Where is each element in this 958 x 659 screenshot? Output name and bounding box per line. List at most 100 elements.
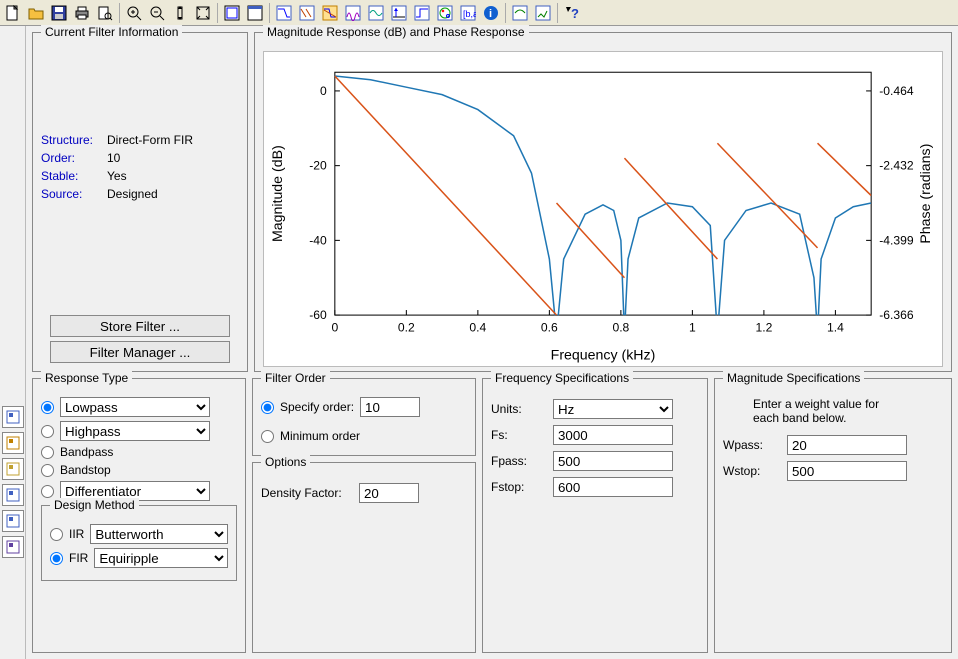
mag-label: Wpass: xyxy=(723,438,779,452)
response-type-panel: Response Type LowpassHighpassBandpassBan… xyxy=(32,378,246,653)
resp-highpass-radio[interactable] xyxy=(41,425,54,438)
side-e-icon[interactable] xyxy=(2,510,24,532)
row-bottom: Response Type LowpassHighpassBandpassBan… xyxy=(32,378,952,653)
freq-fstop-input[interactable] xyxy=(553,477,673,497)
zoom-out-icon[interactable] xyxy=(146,2,168,24)
side-d-icon[interactable] xyxy=(2,484,24,506)
pole-zero-icon[interactable] xyxy=(434,2,456,24)
svg-text:?: ? xyxy=(571,6,579,21)
svg-text:-6.366: -6.366 xyxy=(879,308,914,322)
resp-bandpass-radio[interactable] xyxy=(41,446,54,459)
mag-spec-hint: Enter a weight value for each band below… xyxy=(753,397,893,425)
resp-differentiator-radio[interactable] xyxy=(41,485,54,498)
svg-text:Phase (radians): Phase (radians) xyxy=(918,144,934,244)
fir-combo[interactable]: Equiripple xyxy=(94,548,228,568)
mag-resp-icon[interactable] xyxy=(273,2,295,24)
iir-label: IIR xyxy=(69,527,84,541)
freq-label: Fstop: xyxy=(491,480,545,494)
svg-text:[b,a]: [b,a] xyxy=(463,9,476,19)
save-icon[interactable] xyxy=(48,2,70,24)
freq-label: Fpass: xyxy=(491,454,545,468)
magnitude-spec-panel: Magnitude Specifications Enter a weight … xyxy=(714,378,952,653)
sidebar xyxy=(0,26,26,659)
panel-title: Current Filter Information xyxy=(41,25,182,39)
print-preview-icon[interactable] xyxy=(94,2,116,24)
panel-title: Design Method xyxy=(50,498,139,512)
design-method-panel: Design Method IIR Butterworth FIR Equiri… xyxy=(41,505,237,581)
mag-wstop-input[interactable] xyxy=(787,461,907,481)
info-row: Order:10 xyxy=(41,149,239,167)
open-icon[interactable] xyxy=(25,2,47,24)
svg-text:-60: -60 xyxy=(309,308,327,322)
full-view-icon[interactable] xyxy=(244,2,266,24)
panel-title: Filter Order xyxy=(261,371,330,385)
freq-fs-input[interactable] xyxy=(553,425,673,445)
resp-bandstop-radio[interactable] xyxy=(41,464,54,477)
current-filter-info-panel: Current Filter Information Structure:Dir… xyxy=(32,32,248,372)
freq-fpass-input[interactable] xyxy=(553,451,673,471)
svg-text:0: 0 xyxy=(320,84,327,98)
freq-label: Fs: xyxy=(491,428,545,442)
group-delay-icon[interactable] xyxy=(342,2,364,24)
print-icon[interactable] xyxy=(71,2,93,24)
info-key: Source: xyxy=(41,185,101,203)
side-b-icon[interactable] xyxy=(2,432,24,454)
side-c-icon[interactable] xyxy=(2,458,24,480)
help-icon[interactable]: ? xyxy=(561,2,583,24)
fir-label: FIR xyxy=(69,551,88,565)
svg-text:-40: -40 xyxy=(309,233,327,247)
info-row: Stable:Yes xyxy=(41,167,239,185)
panel-title: Magnitude Response (dB) and Phase Respon… xyxy=(263,25,529,39)
resp-bandstop-label: Bandstop xyxy=(60,463,111,477)
export-icon[interactable] xyxy=(509,2,531,24)
info-key: Stable: xyxy=(41,167,101,185)
resp-lowpass-combo[interactable]: Lowpass xyxy=(60,397,210,417)
phase-resp-icon[interactable] xyxy=(296,2,318,24)
info-key: Order: xyxy=(41,149,101,167)
mag-wpass-input[interactable] xyxy=(787,435,907,455)
svg-text:0.6: 0.6 xyxy=(541,320,558,334)
svg-text:-20: -20 xyxy=(309,159,327,173)
toolbar: [b,a] i? xyxy=(0,0,958,26)
filter-order-column: Filter Order Specify order: Minimum orde… xyxy=(252,378,476,653)
density-label: Density Factor: xyxy=(261,486,351,500)
mag-phase-icon[interactable] xyxy=(319,2,341,24)
svg-text:-0.464: -0.464 xyxy=(879,84,914,98)
svg-text:Magnitude (dB): Magnitude (dB) xyxy=(270,145,286,242)
store-filter-button[interactable]: Store Filter ... xyxy=(50,315,230,337)
step-icon[interactable] xyxy=(411,2,433,24)
info-icon[interactable]: i xyxy=(480,2,502,24)
new-fig-icon[interactable] xyxy=(221,2,243,24)
svg-text:0.8: 0.8 xyxy=(612,320,629,334)
zoom-y-icon[interactable] xyxy=(169,2,191,24)
svg-text:0.4: 0.4 xyxy=(469,320,486,334)
minimum-order-radio[interactable] xyxy=(261,430,274,443)
specify-order-input[interactable] xyxy=(360,397,420,417)
resp-bandpass-label: Bandpass xyxy=(60,445,113,459)
density-input[interactable] xyxy=(359,483,419,503)
side-f-icon[interactable] xyxy=(2,536,24,558)
coeff-icon[interactable]: [b,a] xyxy=(457,2,479,24)
zoom-full-icon[interactable] xyxy=(192,2,214,24)
specify-order-radio[interactable] xyxy=(261,401,274,414)
resp-highpass-combo[interactable]: Highpass xyxy=(60,421,210,441)
new-icon[interactable] xyxy=(2,2,24,24)
filter-manager-button[interactable]: Filter Manager ... xyxy=(50,341,230,363)
iir-radio[interactable] xyxy=(50,528,63,541)
iir-combo[interactable]: Butterworth xyxy=(90,524,228,544)
phase-delay-icon[interactable] xyxy=(365,2,387,24)
zoom-in-icon[interactable] xyxy=(123,2,145,24)
code-icon[interactable] xyxy=(532,2,554,24)
minimum-order-label: Minimum order xyxy=(280,429,360,443)
panel-title: Response Type xyxy=(41,371,132,385)
side-a-icon[interactable] xyxy=(2,406,24,428)
chart-canvas: 00.20.40.60.811.21.4-60-40-200-6.366-4.3… xyxy=(263,51,943,367)
svg-text:Frequency (kHz): Frequency (kHz) xyxy=(551,348,656,364)
resp-lowpass-radio[interactable] xyxy=(41,401,54,414)
units-combo[interactable]: Hz xyxy=(553,399,673,419)
svg-text:-4.399: -4.399 xyxy=(879,233,914,247)
impulse-icon[interactable] xyxy=(388,2,410,24)
info-key: Structure: xyxy=(41,131,101,149)
svg-text:i: i xyxy=(489,8,492,20)
fir-radio[interactable] xyxy=(50,552,63,565)
